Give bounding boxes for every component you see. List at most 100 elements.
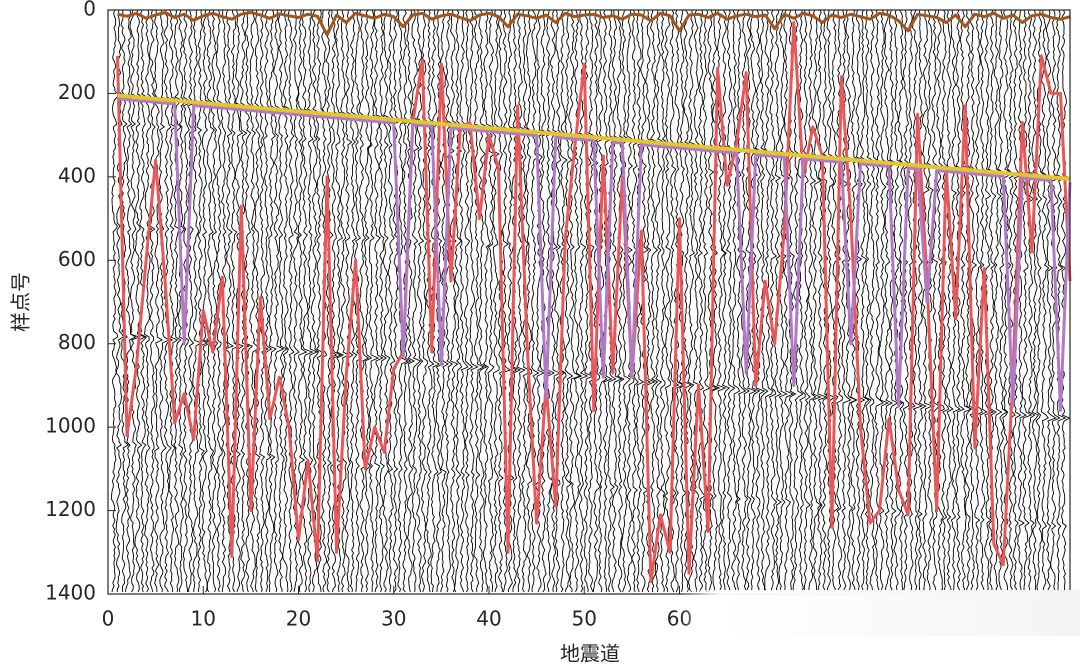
pick-lines <box>116 11 1072 583</box>
seismic-trace <box>620 9 631 593</box>
x-tick-label: 10 <box>191 607 216 631</box>
seismic-trace <box>173 9 183 593</box>
y-axis-label: 样点号 <box>9 272 33 332</box>
seismic-trace <box>907 9 916 593</box>
seismic-trace <box>478 9 490 593</box>
seismic-trace <box>997 9 1008 593</box>
series-line <box>117 11 1071 37</box>
seismic-trace <box>711 9 721 593</box>
seismic-trace <box>916 10 927 593</box>
seismic-trace <box>959 9 973 593</box>
seismic-trace <box>1002 9 1012 593</box>
seismic-trace <box>864 9 873 593</box>
seismic-trace <box>382 9 391 593</box>
seismic-trace <box>506 9 519 593</box>
seismic-trace <box>974 9 984 593</box>
seismic-trace <box>310 9 320 593</box>
seismic-trace <box>273 10 285 593</box>
seismic-trace <box>888 9 899 593</box>
seismic-trace <box>859 9 870 593</box>
seismic-trace <box>855 9 866 593</box>
series-line <box>117 93 1071 181</box>
seismic-trace <box>844 9 858 593</box>
seismic-trace <box>978 9 990 593</box>
seismic-trace <box>940 9 952 593</box>
seismic-trace <box>296 9 309 593</box>
y-tick-label: 600 <box>58 247 96 271</box>
seismic-trace <box>463 9 476 593</box>
seismic-trace <box>721 9 731 593</box>
x-tick-label: 40 <box>476 607 501 631</box>
seismic-trace <box>730 9 741 593</box>
seismic-trace <box>802 9 812 593</box>
y-tick-label: 400 <box>58 163 96 187</box>
seismic-trace <box>783 9 795 593</box>
axes-box <box>107 9 1071 595</box>
watermark <box>680 590 1080 636</box>
seismic-trace <box>267 9 279 593</box>
seismic-trace <box>616 9 626 593</box>
seismic-trace <box>206 9 216 593</box>
seismic-trace <box>287 9 297 593</box>
seismic-trace <box>816 9 829 593</box>
seismic-trace <box>158 9 171 593</box>
seismic-trace <box>344 10 354 593</box>
seismic-trace <box>692 9 701 593</box>
seismic-trace <box>669 9 680 593</box>
seismic-trace <box>1021 9 1034 593</box>
seismic-trace <box>449 9 459 593</box>
seismic-trace <box>754 9 766 593</box>
seismic-trace <box>926 9 935 593</box>
seismic-trace <box>807 9 820 593</box>
seismic-trace <box>549 9 562 593</box>
seismic-trace <box>587 9 596 593</box>
seismic-trace <box>406 9 418 593</box>
seismic-trace <box>1027 9 1037 593</box>
seismic-trace <box>707 9 718 593</box>
x-axis-label: 地震道 <box>560 642 620 666</box>
y-tick-label: 0 <box>83 0 96 21</box>
seismic-trace <box>554 9 566 593</box>
seismic-trace <box>673 9 685 593</box>
series-line <box>116 21 1072 583</box>
y-tick-label: 1400 <box>45 581 96 605</box>
seismic-trace <box>425 9 437 593</box>
seismic-trace <box>883 9 896 593</box>
seismic-trace <box>955 9 965 593</box>
x-tick-label: 0 <box>102 607 115 631</box>
x-tick-label: 20 <box>286 607 311 631</box>
y-tick-label: 200 <box>58 80 96 104</box>
seismic-trace <box>368 9 380 593</box>
seismic-trace <box>659 9 668 593</box>
y-tick-label: 800 <box>58 330 96 354</box>
seismic-trace <box>1055 9 1067 593</box>
seismic-trace <box>444 9 454 593</box>
seismic-trace <box>468 9 479 593</box>
seismic-trace <box>993 9 1003 593</box>
seismic-trace <box>697 9 706 593</box>
seismic-trace <box>187 9 196 593</box>
seismic-trace <box>349 9 358 593</box>
seismic-trace <box>335 9 347 593</box>
seismic-trace <box>568 9 582 593</box>
seismic-trace <box>874 9 884 593</box>
seismic-trace <box>1012 9 1024 593</box>
seismic-trace <box>649 9 660 593</box>
seismic-trace <box>682 9 693 593</box>
seismic-trace <box>168 9 180 592</box>
seismic-trace <box>945 9 955 593</box>
seismic-trace <box>1059 9 1071 593</box>
seismic-trace <box>516 9 527 593</box>
seismic-trace <box>149 9 159 593</box>
seismic-trace <box>373 9 385 593</box>
seismic-trace <box>1031 9 1041 593</box>
seismic-trace <box>921 9 934 593</box>
series-line <box>117 97 1072 412</box>
seismic-trace <box>282 9 292 593</box>
seismic-trace <box>459 9 470 593</box>
y-tick-label: 1000 <box>45 414 96 438</box>
seismic-trace <box>778 9 789 593</box>
seismic-trace <box>492 9 500 593</box>
seismic-trace <box>654 9 665 593</box>
